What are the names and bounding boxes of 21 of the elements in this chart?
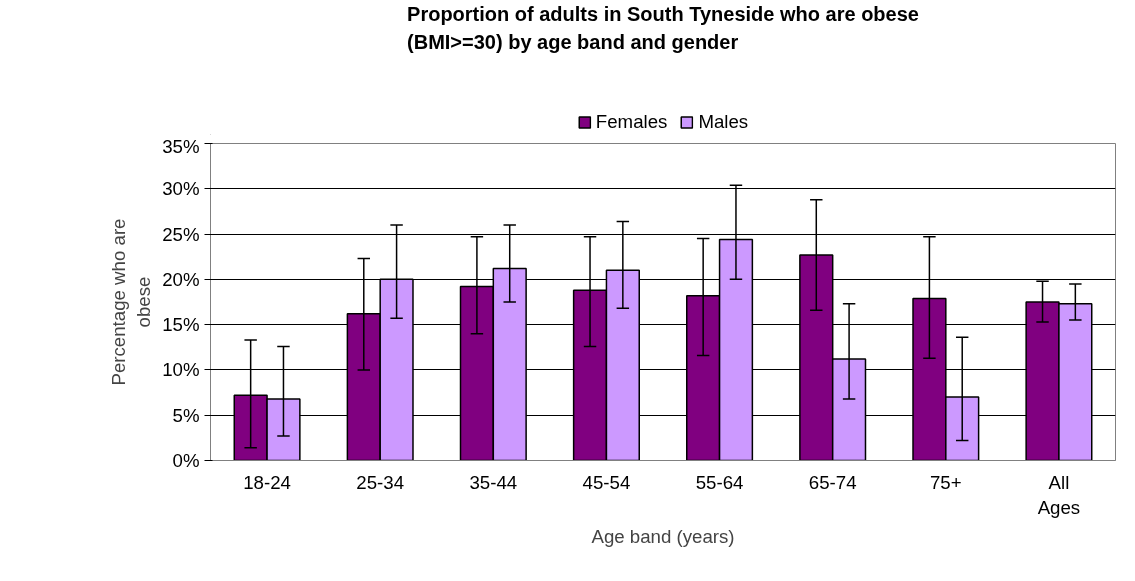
x-tick-label: All Ages — [1037, 471, 1081, 518]
y-tick-label: 20% — [162, 268, 200, 290]
y-tick-label: 30% — [162, 178, 200, 200]
legend-label: Males — [698, 111, 749, 133]
x-tick-label: 45-54 — [582, 471, 631, 493]
x-tick-label: 35-44 — [469, 471, 518, 493]
x-axis-title: Age band (years) — [591, 525, 735, 547]
x-tick-label: 75+ — [929, 471, 962, 493]
y-tick-label: 5% — [172, 404, 200, 426]
x-tick-label: 18-24 — [243, 471, 291, 493]
y-tick-label: 10% — [162, 359, 200, 381]
x-tick-label: 25-34 — [356, 471, 405, 493]
legend-label: Females — [595, 111, 668, 133]
x-tick-label: 65-74 — [808, 471, 857, 493]
y-tick-label: 15% — [162, 314, 200, 336]
chart-title: Proportion of adults in South Tyneside who are obese (BMI>=30) by age band and gender — [407, 3, 919, 53]
y-tick-label: 0% — [172, 450, 200, 471]
y-tick-label: 25% — [162, 223, 200, 245]
x-tick-label: 55-64 — [695, 471, 744, 493]
y-tick-label: 35% — [162, 135, 200, 157]
y-axis-title: Percentage who are obese — [107, 218, 155, 386]
